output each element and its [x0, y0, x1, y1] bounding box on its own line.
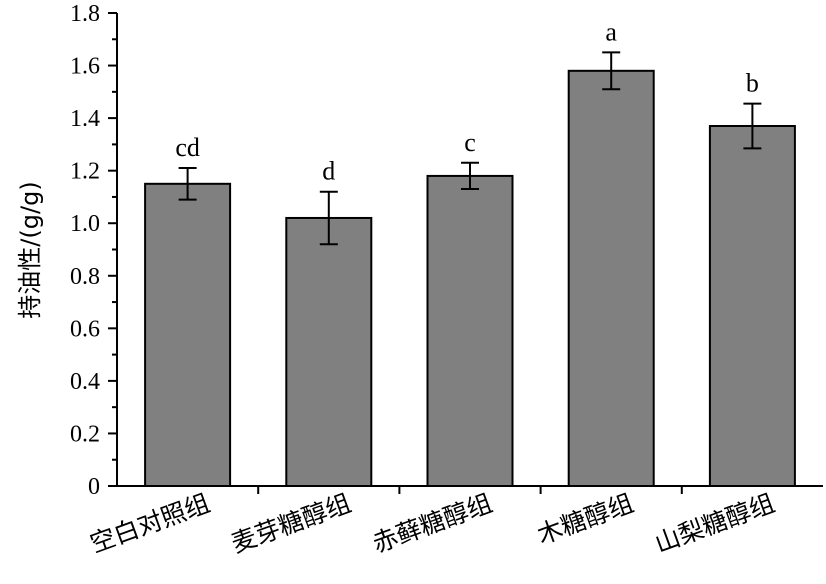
category-labels-group: 空白对照组 麦芽糖醇组 赤藓糖醇组 木糖醇组 山梨糖醇组	[86, 488, 778, 558]
significance-label: c	[464, 128, 476, 157]
bar	[426, 174, 514, 488]
y-axis-title: 持油性/(g/g)	[16, 181, 44, 318]
y-axis: 0 0.2 0.4 0.6 0.8 1.0 1.2 1.4 1.6 1.8	[70, 1, 118, 500]
category-label: 麦芽糖醇组	[227, 488, 354, 558]
x-axis	[117, 485, 823, 494]
significance-label: cd	[175, 133, 200, 162]
category-label: 木糖醇组	[533, 488, 637, 549]
error-bars-group	[178, 51, 762, 246]
category-label: 空白对照组	[86, 488, 213, 558]
significance-label: b	[746, 69, 759, 98]
y-tick-label: 0.2	[70, 421, 100, 447]
y-tick-label: 0.4	[70, 369, 100, 395]
bar	[144, 182, 232, 488]
y-tick-label: 0.6	[70, 316, 100, 342]
bars-group	[144, 69, 796, 488]
category-label: 赤藓糖醇组	[369, 488, 496, 558]
y-tick-label: 0.8	[70, 264, 100, 290]
y-tick-label: 1.0	[70, 211, 100, 237]
bar	[708, 124, 796, 487]
category-label: 山梨糖醇组	[651, 488, 778, 558]
y-tick-label: 1.6	[70, 54, 100, 80]
y-tick-label: 0	[88, 474, 100, 500]
bar	[285, 216, 373, 487]
y-tick-label: 1.4	[70, 106, 100, 132]
significance-label: a	[605, 17, 617, 46]
y-tick-label: 1.8	[70, 1, 100, 27]
bar	[567, 69, 655, 488]
y-tick-label: 1.2	[70, 159, 100, 185]
significance-label: d	[322, 157, 335, 186]
significance-labels-group: cd d c a b	[175, 17, 759, 185]
